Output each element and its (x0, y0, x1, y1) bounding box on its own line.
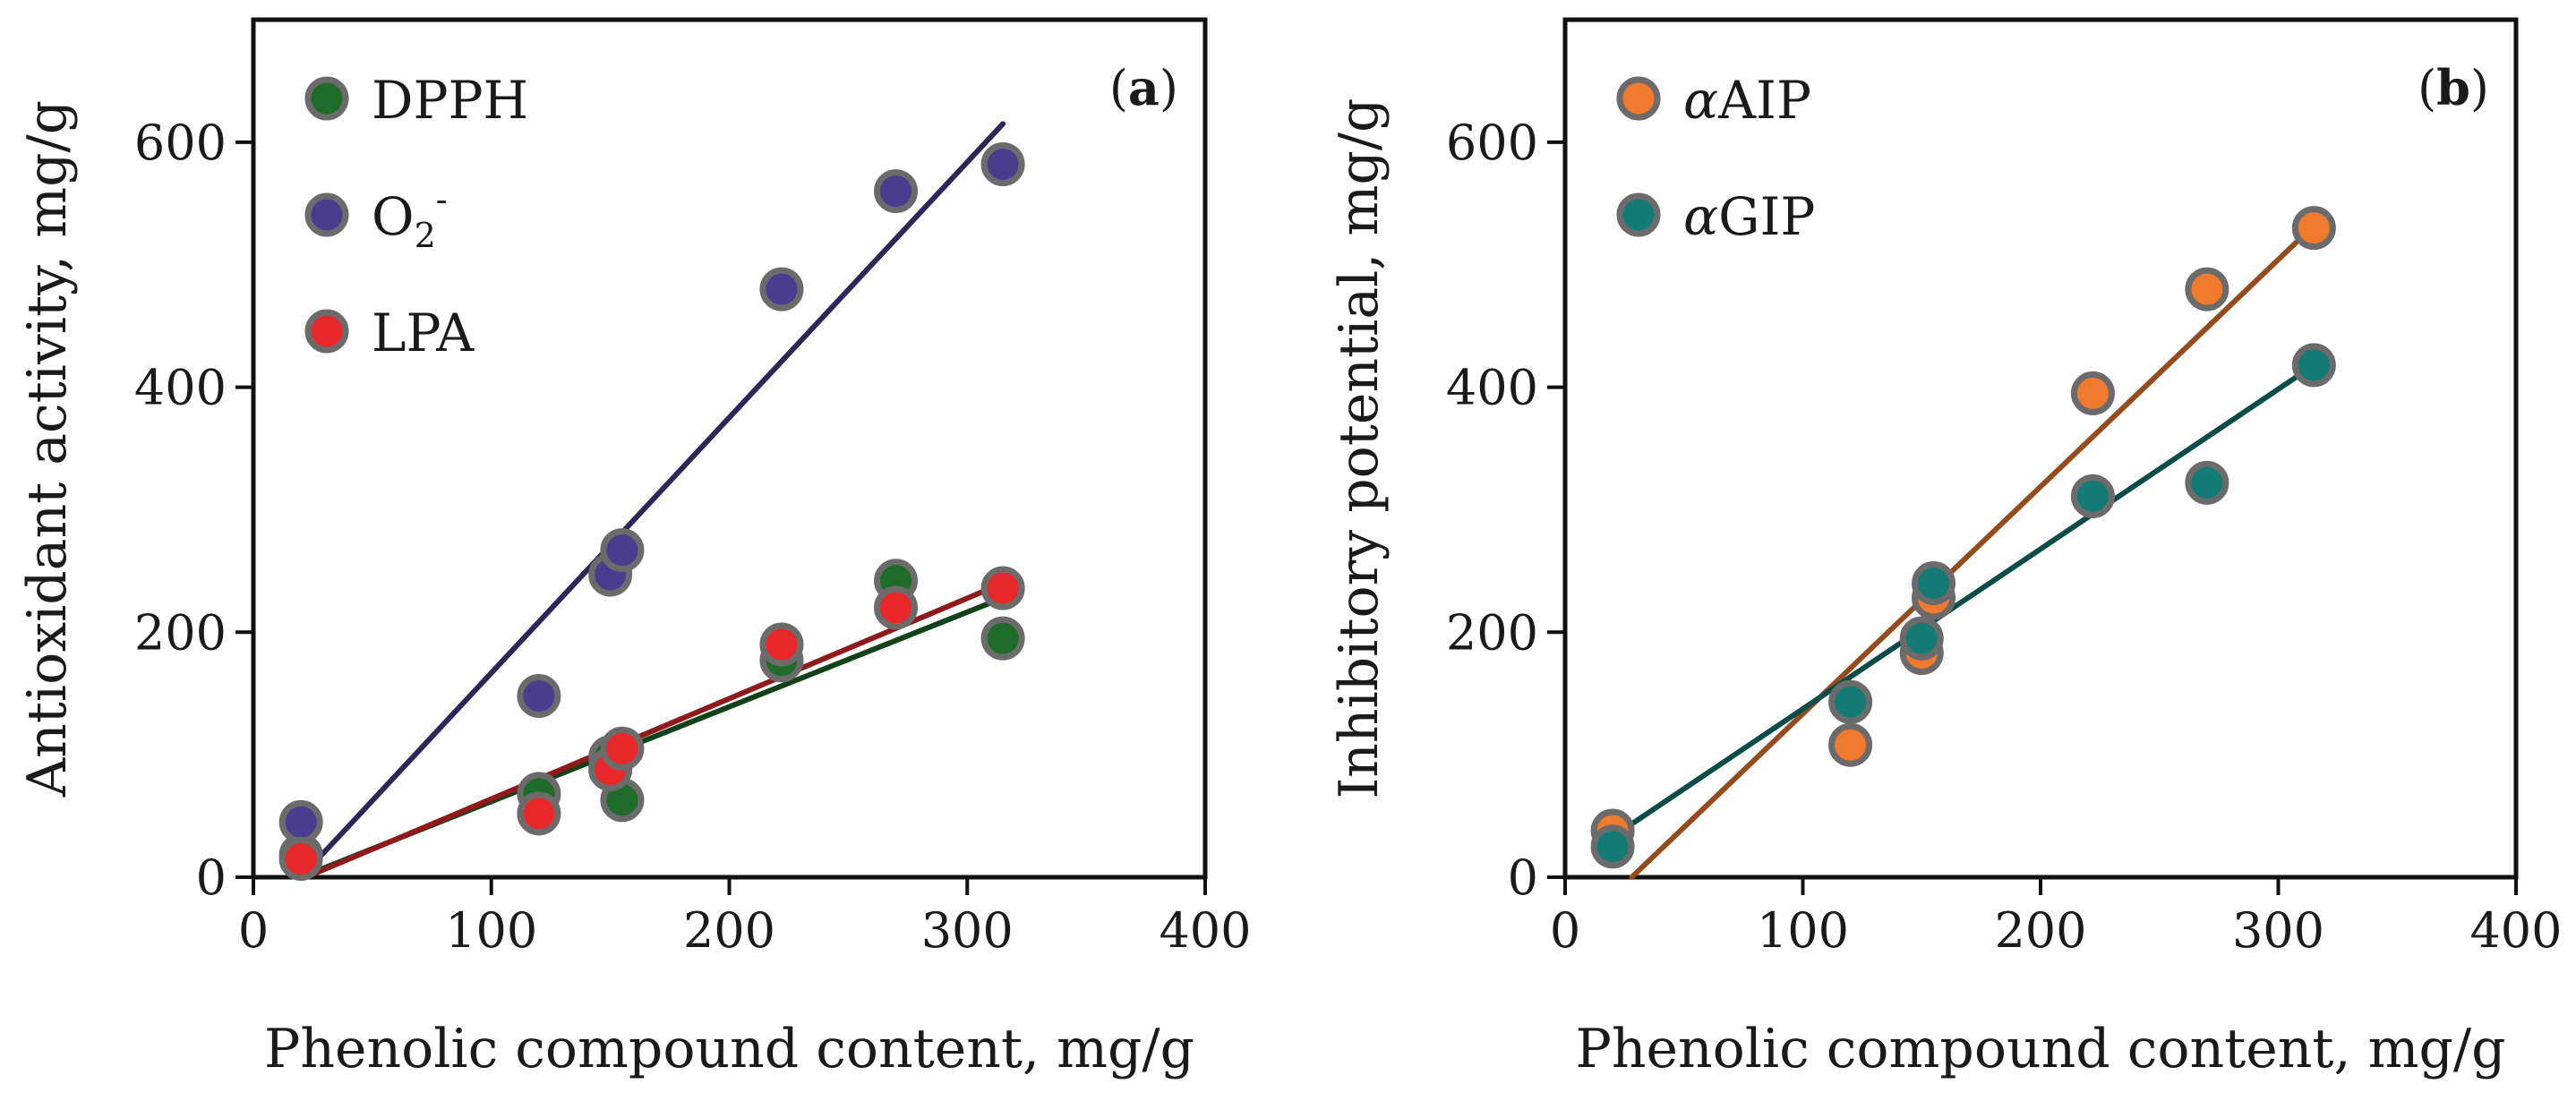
data-point-αgip (1590, 824, 1635, 869)
y-tick-label: 600 (1446, 115, 1538, 171)
y-tick-label: 200 (1446, 604, 1538, 661)
data-point-dpph (980, 616, 1025, 661)
data-point-lpa (874, 585, 919, 630)
data-point-o2- (517, 673, 561, 718)
legend-label: LPA (372, 303, 475, 363)
data-point-o2- (600, 528, 645, 573)
data-point-lpa (517, 791, 561, 836)
x-tick-label: 400 (2469, 902, 2562, 959)
fit-line-αgip (1610, 362, 2317, 840)
panel-b-chart: 0 100 200 300 400 0 200 400 600 Phenolic compound… (1328, 17, 2563, 1080)
data-point-lpa (278, 836, 323, 881)
x-tick-label: 0 (1550, 902, 1580, 959)
data-point-αaip (1828, 722, 1873, 767)
data-point-αgip (2185, 460, 2229, 505)
panel-label: (b) (2418, 59, 2489, 116)
data-point-lpa (980, 566, 1025, 610)
legend-marker (1616, 192, 1661, 237)
data-point-o2- (278, 799, 323, 844)
legend-label: O2- (372, 180, 448, 255)
data-point-αgip (2070, 474, 2115, 518)
plot-frame (1562, 17, 2519, 880)
x-tick-label: 200 (1994, 902, 2086, 959)
y-axis-title: Inhibitory potential, mg/g (1328, 98, 1391, 799)
data-point-αgip (2291, 343, 2336, 388)
data-point-αaip (2185, 267, 2229, 312)
fit-line-o2- (298, 121, 1006, 880)
data-point-αgip (1828, 679, 1873, 724)
data-point-o2- (874, 169, 919, 214)
x-tick-label: 0 (238, 902, 269, 959)
legend-marker (304, 309, 349, 354)
y-tick-label: 400 (1446, 360, 1538, 416)
data-point-lpa (759, 622, 804, 667)
y-tick-label: 200 (134, 604, 227, 661)
fit-line-lpa (303, 580, 1006, 880)
x-tick-label: 400 (1159, 902, 1251, 959)
x-tick-label: 200 (683, 902, 775, 959)
y-tick-label: 400 (134, 360, 227, 416)
legend-marker (304, 192, 349, 237)
legend-marker (1616, 76, 1661, 121)
y-tick-label: 600 (134, 115, 227, 171)
fit-line-αaip (1629, 222, 2317, 880)
legend-label: αAIP (1683, 70, 1811, 131)
y-tick-label: 0 (196, 849, 227, 906)
x-axis-title: Phenolic compound content, mg/g (1575, 1018, 2505, 1080)
data-point-αgip (1899, 616, 1944, 661)
legend-label: αGIP (1683, 186, 1815, 247)
data-point-αaip (2291, 206, 2336, 251)
data-point-lpa (600, 726, 645, 771)
data-point-o2- (980, 141, 1025, 186)
data-point-o2- (759, 267, 804, 312)
x-tick-label: 300 (921, 902, 1014, 959)
x-tick-label: 300 (2232, 902, 2324, 959)
legend-marker (304, 76, 349, 121)
y-axis-title: Antioxidant activity, mg/g (16, 100, 79, 798)
x-tick-label: 100 (1757, 902, 1849, 959)
x-axis-title: Phenolic compound content, mg/g (264, 1018, 1194, 1080)
panel-label: (a) (1109, 59, 1178, 116)
legend-label: DPPH (372, 70, 528, 131)
plot-frame (251, 17, 1208, 880)
x-tick-label: 100 (445, 902, 537, 959)
data-point-αaip (2070, 371, 2115, 415)
panel-a-chart: 0 100 200 300 400 0 200 400 600 Phenolic compound… (16, 17, 1252, 1080)
y-tick-label: 0 (1508, 849, 1538, 906)
data-point-αgip (1912, 561, 1956, 606)
